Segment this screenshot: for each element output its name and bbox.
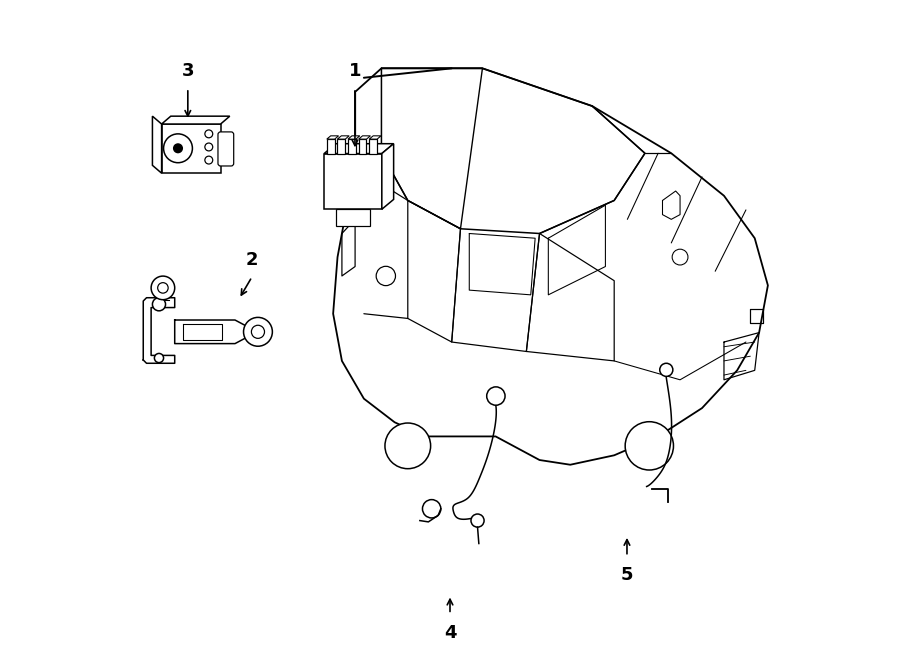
Polygon shape — [338, 136, 349, 139]
Bar — [369, 139, 377, 153]
Circle shape — [205, 156, 212, 164]
Polygon shape — [369, 136, 381, 139]
Circle shape — [155, 354, 164, 363]
Circle shape — [626, 422, 673, 470]
Text: 5: 5 — [621, 566, 634, 584]
Bar — [162, 124, 220, 173]
Circle shape — [164, 134, 193, 163]
Text: 2: 2 — [246, 251, 258, 269]
Circle shape — [471, 514, 484, 527]
Text: 1: 1 — [348, 62, 361, 80]
Polygon shape — [382, 143, 393, 210]
Circle shape — [158, 283, 168, 293]
Circle shape — [151, 276, 175, 299]
FancyBboxPatch shape — [218, 132, 234, 166]
Polygon shape — [152, 116, 162, 173]
Circle shape — [152, 297, 166, 311]
Circle shape — [244, 317, 273, 346]
Text: 4: 4 — [444, 624, 456, 642]
Bar — [358, 139, 366, 153]
Polygon shape — [327, 136, 338, 139]
Polygon shape — [175, 320, 245, 344]
Polygon shape — [348, 136, 360, 139]
Circle shape — [205, 130, 212, 137]
Circle shape — [660, 364, 673, 376]
Text: 3: 3 — [182, 62, 194, 80]
Polygon shape — [324, 143, 393, 153]
Circle shape — [376, 266, 395, 286]
Circle shape — [205, 143, 212, 151]
Polygon shape — [143, 297, 175, 364]
Polygon shape — [183, 324, 222, 340]
Circle shape — [487, 387, 505, 405]
Bar — [338, 139, 346, 153]
Circle shape — [385, 423, 430, 469]
Bar — [327, 139, 335, 153]
Circle shape — [173, 143, 183, 153]
Polygon shape — [162, 116, 230, 124]
Bar — [324, 153, 382, 210]
Bar — [336, 210, 370, 225]
Circle shape — [251, 325, 265, 338]
Polygon shape — [358, 136, 371, 139]
Bar — [348, 139, 356, 153]
Circle shape — [672, 249, 688, 265]
